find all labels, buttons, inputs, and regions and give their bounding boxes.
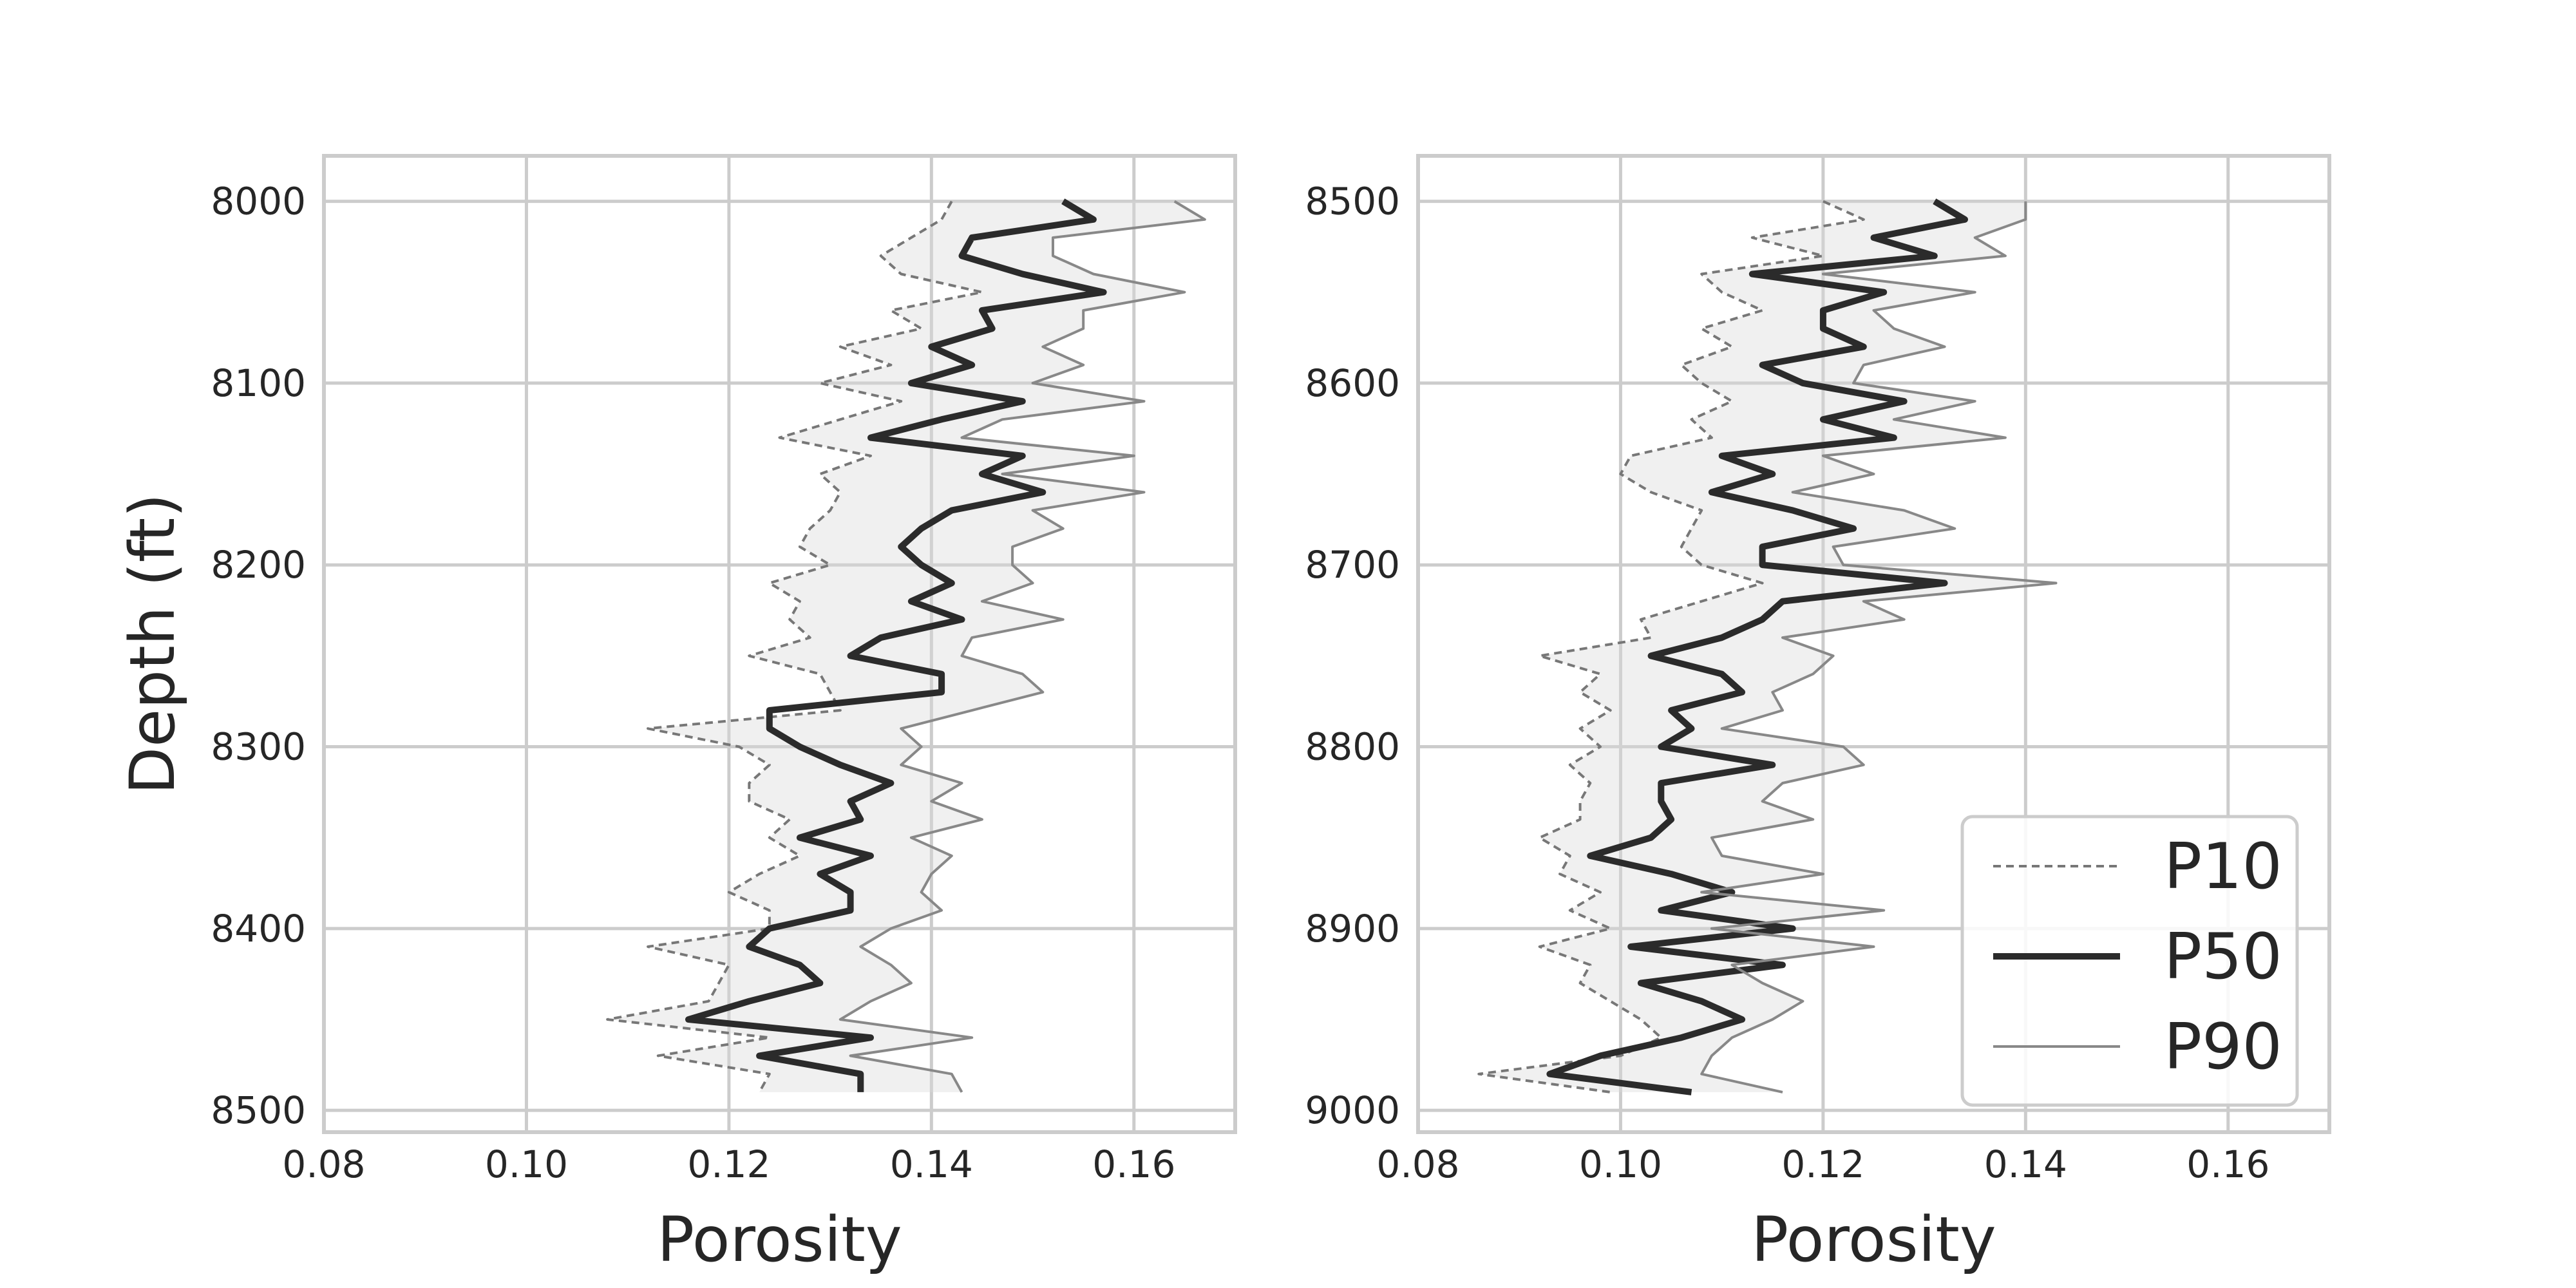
series-line-p50: [685, 198, 1107, 1092]
legend-label-p10: P10: [2164, 830, 2282, 904]
x-tick-label: 0.14: [890, 1142, 973, 1186]
x-tick-label: 0.16: [2186, 1142, 2269, 1186]
y-tick-label: 8900: [1305, 907, 1400, 951]
y-tick-label: 8800: [1305, 725, 1400, 769]
p10-p90-band: [1479, 201, 2056, 1092]
x-tick-label: 0.14: [1984, 1142, 2067, 1186]
p10-p90-band: [607, 201, 1205, 1092]
legend-label-p90: P90: [2164, 1010, 2282, 1084]
plot-frame: [322, 154, 1237, 1134]
x-axis-label: Porosity: [657, 1204, 902, 1276]
y-tick-label: 8100: [211, 361, 306, 405]
series-line-p90: [1700, 201, 2058, 1094]
y-tick-label: 9000: [1305, 1088, 1400, 1132]
chart-panel-2: 0.08 0.10 0.12 0.14 0.16 8500 8600 8700 8800 8900…: [1305, 154, 2331, 1276]
y-tick-label: 8000: [211, 180, 306, 223]
y-tick-label: 8700: [1305, 543, 1400, 587]
x-tick-label: 0.12: [687, 1142, 770, 1186]
y-tick-label: 8500: [211, 1088, 306, 1132]
x-axis-label: Porosity: [1751, 1204, 1996, 1276]
y-tick-label: 8200: [211, 543, 306, 587]
y-tick-label: 8400: [211, 907, 306, 951]
legend-label-p50: P50: [2164, 920, 2282, 994]
legend-box: [1960, 815, 2299, 1107]
x-tick-label: 0.10: [485, 1142, 568, 1186]
y-axis-label: Depth (ft): [117, 493, 189, 795]
x-tick-label: 0.16: [1092, 1142, 1175, 1186]
y-tick-label: 8600: [1305, 361, 1400, 405]
y-tick-label: 8500: [1305, 180, 1400, 223]
x-tick-label: 0.12: [1781, 1142, 1864, 1186]
series-line-p90: [838, 200, 1206, 1093]
legend: P10 P50 P90: [1960, 815, 2299, 1107]
x-tick-label: 0.10: [1579, 1142, 1662, 1186]
chart-panel-1: 0.08 0.10 0.12 0.14 0.16 8000 8100 8200 8300 8400…: [117, 154, 1237, 1276]
series-line-p50: [1546, 198, 1968, 1095]
x-tick-label: 0.08: [1376, 1142, 1459, 1186]
x-tick-label: 0.08: [282, 1142, 365, 1186]
plot-frame: [1416, 154, 2331, 1134]
series-line-p10: [1477, 200, 1865, 1094]
y-tick-label: 8300: [211, 725, 306, 769]
